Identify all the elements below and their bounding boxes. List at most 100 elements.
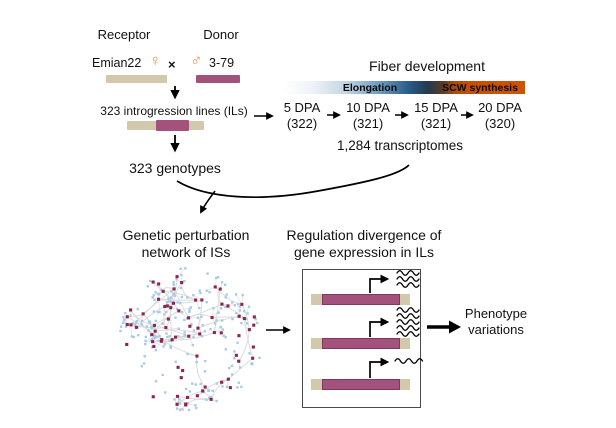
network-node-blue	[178, 398, 181, 401]
network-spoke	[174, 399, 178, 405]
network-node-red	[187, 334, 191, 338]
network-edge	[151, 330, 156, 336]
network-node-blue	[238, 305, 242, 308]
network-spoke	[152, 341, 164, 347]
network-node-red	[240, 302, 244, 306]
network-node-red	[164, 326, 168, 330]
network-node-blue	[173, 294, 176, 297]
network-node-blue	[172, 283, 175, 286]
network-node-red	[129, 323, 133, 327]
network-node-blue	[187, 408, 191, 412]
network-node-blue	[122, 318, 126, 322]
network-node-blue	[161, 322, 164, 325]
network-node-red	[251, 356, 255, 360]
network-node-blue	[177, 327, 180, 330]
network-spoke	[120, 316, 128, 327]
network-node-blue	[199, 291, 202, 295]
network-node-blue	[241, 293, 244, 297]
network-edge	[188, 303, 223, 319]
network-node-blue	[180, 295, 183, 299]
network-node-blue	[215, 319, 218, 322]
network-node-blue	[191, 382, 194, 385]
cross-symbol: ×	[168, 57, 176, 72]
stage-15dpa: 15 DPA (321)	[414, 100, 458, 131]
network-spoke	[154, 330, 158, 338]
network-node-blue	[178, 301, 182, 305]
network-edge	[176, 390, 203, 405]
network-edge	[161, 333, 200, 342]
network-node-blue	[119, 329, 122, 333]
network-node-blue	[156, 311, 160, 314]
network-spoke	[142, 313, 151, 322]
network-node-blue	[140, 365, 143, 368]
gene-bar-2	[311, 338, 410, 349]
network-node-red	[188, 324, 192, 328]
phenotype-line2: variations	[468, 321, 524, 337]
network-spoke	[188, 317, 192, 325]
network-node-blue	[236, 386, 239, 389]
network-node-blue	[248, 352, 251, 355]
genotypes-label: 323 genotypes	[129, 160, 221, 176]
network-node-blue	[172, 293, 176, 296]
gene-bar-1	[311, 294, 410, 305]
network-edge	[158, 298, 196, 301]
network-edge	[160, 339, 173, 344]
network-node-red	[177, 309, 181, 313]
network-node-blue	[206, 272, 209, 275]
network-node-blue	[215, 382, 219, 385]
network-spoke	[238, 310, 241, 317]
network-node-blue	[240, 385, 243, 388]
network-node-blue	[140, 319, 144, 323]
stage-dpa-label: 20 DPA	[478, 100, 522, 115]
network-node-blue	[192, 329, 196, 332]
network-edge	[212, 316, 245, 319]
network-node-blue	[220, 281, 224, 284]
network-node-blue	[181, 311, 184, 314]
phenotype-label: Phenotype variations	[465, 306, 527, 337]
network-edge	[124, 316, 128, 325]
network-node-blue	[184, 387, 188, 391]
network-spoke	[158, 290, 164, 295]
network-spoke	[170, 288, 175, 298]
network-node-red	[187, 316, 191, 320]
network-node-blue	[175, 407, 179, 410]
network-spoke	[149, 280, 154, 283]
network-spoke	[145, 340, 153, 343]
network-node-red	[209, 397, 213, 401]
stage-10dpa: 10 DPA (321)	[346, 100, 390, 131]
network-edge	[127, 316, 163, 340]
network-node-blue	[247, 305, 251, 308]
network-graph	[119, 267, 261, 412]
network-node-blue	[172, 281, 175, 284]
network-node-blue	[207, 396, 211, 400]
network-node-blue	[230, 373, 234, 376]
network-edge	[221, 303, 245, 319]
network-node-blue	[230, 364, 234, 367]
network-node-blue	[186, 296, 189, 299]
network-spoke	[165, 327, 179, 330]
gene-bar-3	[311, 379, 410, 390]
network-node-blue	[224, 336, 227, 339]
network-node-blue	[148, 320, 152, 323]
stage-20dpa: 20 DPA (320)	[478, 100, 522, 131]
network-node-blue	[183, 279, 186, 283]
network-node-red	[180, 281, 184, 285]
network-node-blue	[144, 339, 147, 343]
network-node-blue	[234, 293, 238, 296]
network-node-blue	[183, 318, 186, 322]
network-node-blue	[147, 320, 151, 323]
network-spoke	[197, 316, 202, 329]
network-red-nodes	[125, 275, 256, 407]
network-node-red	[234, 353, 238, 357]
network-spoke	[178, 310, 188, 319]
elongation-phase-label: Elongation	[342, 81, 398, 94]
network-node-red	[151, 395, 155, 399]
network-edge	[188, 313, 213, 319]
network-node-blue	[154, 380, 158, 383]
network-edge	[135, 306, 166, 328]
network-node-red	[161, 289, 165, 293]
network-node-red	[166, 317, 170, 321]
network-spoke	[216, 378, 229, 384]
network-node-blue	[217, 311, 220, 314]
network-spoke	[125, 316, 128, 327]
